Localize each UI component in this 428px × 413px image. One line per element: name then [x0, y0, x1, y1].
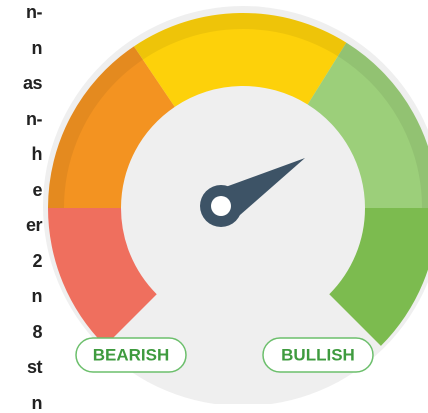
text-fragment: e	[32, 179, 42, 200]
bullish-label: BULLISH	[281, 345, 355, 364]
text-fragment: n	[31, 286, 43, 306]
text-fragment: er	[25, 215, 43, 235]
bearish-pill: BEARISH	[75, 337, 187, 373]
red-segment	[47, 208, 157, 346]
cropped-article-text: n-n as n-h e er 2 n 8 st n	[0, 0, 43, 413]
text-fragment: as	[22, 73, 43, 93]
text-fragment: 2	[32, 250, 42, 271]
needle	[200, 158, 305, 227]
needle-hub-center	[211, 196, 231, 216]
light-green-segment	[307, 42, 428, 208]
pill-outline	[262, 337, 374, 373]
text-fragment: 8	[32, 321, 42, 342]
text-fragment: h	[31, 144, 43, 164]
bullish-pill: BULLISH	[262, 337, 374, 373]
green-segment	[329, 208, 428, 346]
rim-shade	[48, 13, 428, 209]
pill-outline	[75, 337, 187, 373]
sentiment-gauge: BEARISH BULLISH	[43, 6, 428, 404]
text-fragment: st	[26, 357, 43, 377]
yellow-segment	[133, 12, 347, 107]
text-fragment: n-	[26, 108, 43, 129]
text-fragment: n-	[26, 2, 43, 22]
text-fragment: n	[31, 392, 43, 413]
bearish-label: BEARISH	[93, 345, 170, 364]
gauge-segments	[47, 12, 428, 346]
orange-segment	[48, 46, 175, 208]
text-fragment: n	[31, 37, 43, 58]
